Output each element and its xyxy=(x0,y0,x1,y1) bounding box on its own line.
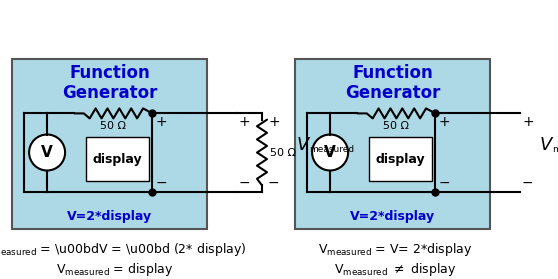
Text: V=2*display: V=2*display xyxy=(350,210,435,223)
Text: V$_{\mathregular{measured}}$ = V= 2*display: V$_{\mathregular{measured}}$ = V= 2*disp… xyxy=(318,241,472,258)
Text: Function
Generator: Function Generator xyxy=(62,64,157,102)
Bar xyxy=(12,59,207,229)
Bar xyxy=(86,137,148,181)
Text: display: display xyxy=(93,153,142,166)
Text: V$_{\mathregular{measured}}$ $\neq$ display: V$_{\mathregular{measured}}$ $\neq$ disp… xyxy=(334,261,456,278)
Text: −: − xyxy=(522,175,533,190)
Text: V: V xyxy=(540,136,552,153)
Text: V=2*display: V=2*display xyxy=(67,210,152,223)
Text: −: − xyxy=(155,175,167,190)
Text: +: + xyxy=(155,116,167,129)
Text: −: − xyxy=(439,175,450,190)
Text: display: display xyxy=(376,153,425,166)
Text: +: + xyxy=(522,116,533,129)
Circle shape xyxy=(312,134,348,170)
Bar xyxy=(369,137,431,181)
Text: V$_{\mathregular{measured}}$ = \u00bdV = \u00bd (2* display): V$_{\mathregular{measured}}$ = \u00bdV =… xyxy=(0,241,247,258)
Text: 50 Ω: 50 Ω xyxy=(383,121,410,131)
Text: +: + xyxy=(239,116,251,129)
Text: measured: measured xyxy=(552,145,558,154)
Text: 50 Ω: 50 Ω xyxy=(270,148,296,158)
Text: V$_{\mathregular{measured}}$ = display: V$_{\mathregular{measured}}$ = display xyxy=(56,261,174,278)
Bar xyxy=(295,59,490,229)
Text: V: V xyxy=(297,136,309,153)
Text: −: − xyxy=(239,175,251,190)
Text: −: − xyxy=(268,175,280,190)
Text: +: + xyxy=(439,116,450,129)
Text: V: V xyxy=(324,145,336,160)
Text: V: V xyxy=(41,145,53,160)
Text: +: + xyxy=(268,116,280,129)
Text: 50 Ω: 50 Ω xyxy=(100,121,127,131)
Circle shape xyxy=(29,134,65,170)
Text: measured: measured xyxy=(309,145,354,154)
Text: Function
Generator: Function Generator xyxy=(345,64,440,102)
